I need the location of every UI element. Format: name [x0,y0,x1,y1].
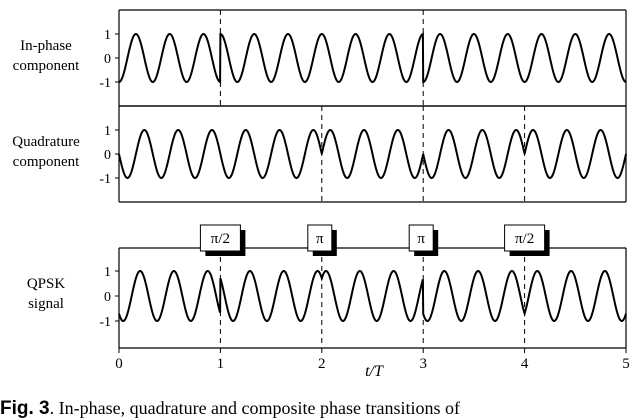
phase-jump-box [307,224,333,252]
figure-caption: Fig. 3. In-phase, quadrature and composi… [0,396,642,420]
panel-2-label-line: signal [28,296,64,312]
x-axis-label: t/T [365,363,384,380]
phase-jump-label: π/2 [211,231,230,247]
phase-jump-box [199,224,241,252]
panel-2-series-line [118,269,627,323]
x-tick-label: 5 [622,356,630,372]
waveforms-layer [118,32,627,323]
panel-0-ytick-label: 1 [104,28,111,43]
panel-2-ytick-label: 0 [104,290,111,305]
panel-1-ytick-label: 0 [104,148,111,163]
x-tick-label: 2 [318,356,326,372]
panel-2-label-line: QPSK [27,276,66,292]
caption-text: . In-phase, quadrature and composite pha… [49,398,461,418]
x-tick-label: 0 [115,356,123,372]
panel-1-ytick-label: -1 [99,172,111,187]
panel-2-ytick-label: 1 [104,265,111,280]
phase-jump-box [504,224,546,252]
x-tick-label: 4 [521,356,529,372]
phase-jump-label: π [417,231,425,247]
panel-0-series-line [118,32,627,84]
panel-1-label-line: Quadrature [12,134,80,150]
panel-0-label-line: component [13,58,80,74]
panel-1-series-line [118,128,627,180]
panel-0-label-line: In-phase [20,38,72,54]
phase-jump-label: π [316,231,324,247]
phase-jump-label: π/2 [515,231,534,247]
figure-number: Fig. 3 [0,398,50,419]
panel-0-ytick-label: -1 [99,76,111,91]
x-tick-label: 1 [217,356,225,372]
panel-2-ytick-label: -1 [99,315,111,330]
panel-1-ytick-label: 1 [104,124,111,139]
panel-1-label-line: component [13,154,80,170]
phase-jump-box [408,224,434,252]
axes-layer [115,9,627,353]
labels-layer: 1 0 -1 In-phase component 1 0 -1 Quadrature compo… [12,28,629,380]
panel-0-ytick-label: 0 [104,52,111,67]
x-tick-label: 3 [419,356,427,372]
